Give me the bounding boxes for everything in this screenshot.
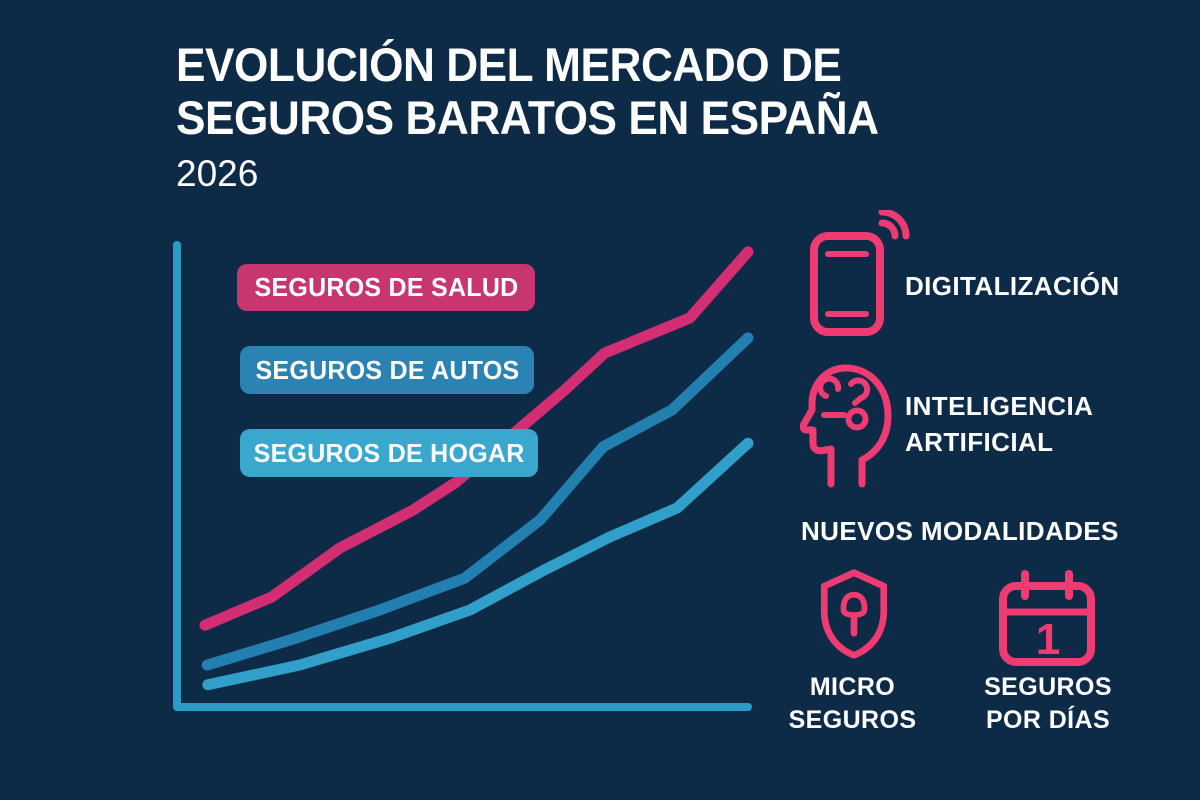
legend-badge-seguros-de-autos: SEGUROS DE AUTOS — [240, 346, 534, 394]
smartphone-icon — [810, 210, 910, 336]
legend-label: SEGUROS DE AUTOS — [255, 354, 519, 385]
title-block: EVOLUCIÓN DEL MERCADO DE SEGUROS BARATOS… — [176, 38, 923, 195]
section-heading-nuevos-modalidades: NUEVOS MODALIDADES — [801, 516, 1119, 546]
title-line-2: SEGUROS BARATOS EN ESPAÑA — [176, 91, 879, 144]
series-line-seguros-de-hogar — [202, 437, 754, 691]
feature-label-inteligencia-artificial: INTELIGENCIA ARTIFICIAL — [905, 391, 1094, 457]
modality-label-seguros-por-dias: SEGUROS POR DÍAS — [984, 673, 1112, 734]
series-line-seguros-de-autos — [201, 332, 754, 671]
title-line-1: EVOLUCIÓN DEL MERCADO DE — [176, 38, 842, 91]
legend-badge-seguros-de-salud: SEGUROS DE SALUD — [237, 264, 535, 311]
chart-axes — [173, 241, 752, 711]
title-year: 2026 — [176, 153, 259, 194]
modality-label-micro-seguros: MICRO SEGUROS — [788, 673, 917, 734]
legend-label: SEGUROS DE SALUD — [254, 272, 518, 302]
calendar-digit: 1 — [1036, 615, 1060, 664]
feature-label-digitalizacion: DIGITALIZACIÓN — [905, 271, 1120, 301]
line-chart — [173, 241, 754, 711]
calendar-icon: 1 — [999, 570, 1095, 666]
legend-badge-seguros-de-hogar: SEGUROS DE HOGAR — [240, 429, 538, 477]
legend-label: SEGUROS DE HOGAR — [253, 437, 525, 468]
page-title: EVOLUCIÓN DEL MERCADO DE SEGUROS BARATOS… — [176, 38, 879, 144]
ai-head-icon — [800, 364, 892, 488]
shield-icon — [820, 569, 888, 659]
